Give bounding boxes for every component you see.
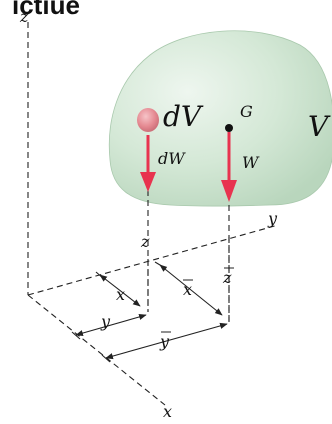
dim-ybar-label: y bbox=[159, 332, 170, 351]
body-volume bbox=[108, 30, 332, 207]
dim-y-line bbox=[75, 313, 147, 337]
dW-arrow-head bbox=[140, 172, 156, 192]
dW-label: dW bbox=[158, 149, 186, 168]
V-label: V bbox=[308, 110, 331, 143]
y-axis-label: y bbox=[267, 209, 278, 228]
y-axis bbox=[27, 224, 279, 296]
dim-x-line bbox=[99, 274, 141, 307]
volume-element bbox=[137, 108, 159, 132]
x-axis-label: x bbox=[163, 402, 172, 421]
dV-label: dV bbox=[163, 100, 204, 133]
dim-xbar-label: x bbox=[183, 280, 192, 299]
x-axis bbox=[27, 294, 166, 406]
dim-xbar-line bbox=[159, 264, 223, 316]
W-label: W bbox=[242, 153, 260, 172]
dim-y-label: y bbox=[100, 312, 111, 331]
ext-line-1 bbox=[95, 271, 105, 280]
ext-line-4 bbox=[154, 261, 166, 269]
z-axis-label: z bbox=[19, 7, 29, 26]
G-label: G bbox=[240, 102, 253, 121]
centroid-point bbox=[225, 124, 233, 132]
W-arrow-head bbox=[221, 180, 237, 202]
centroid-zbar-label: z bbox=[222, 268, 232, 287]
dim-ybar-line bbox=[105, 322, 228, 360]
element-z-label: z bbox=[140, 232, 150, 251]
cropped-title: ictiue bbox=[12, 0, 80, 20]
ext-line-2 bbox=[71, 331, 81, 340]
ext-line-3 bbox=[101, 354, 111, 363]
dim-x-label: x bbox=[116, 285, 125, 304]
